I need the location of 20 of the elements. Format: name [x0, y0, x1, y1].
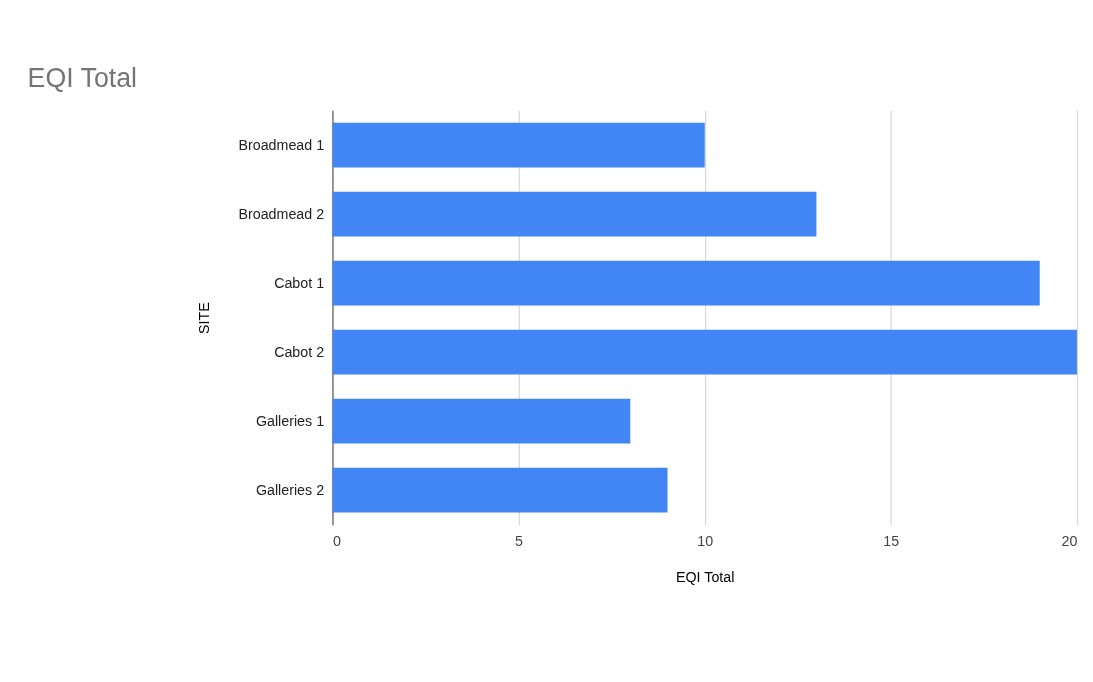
x-tick-label: 10 — [697, 532, 714, 549]
bar — [332, 260, 1040, 306]
x-tick-label: 20 — [1061, 532, 1078, 549]
text: EQI Total — [27, 63, 138, 94]
bar — [332, 191, 817, 237]
x-tick-label: 15 — [883, 532, 900, 549]
y-tick-label: Galleries 2 — [255, 481, 325, 498]
bar — [332, 122, 705, 168]
x-axis-title: EQI Total — [676, 569, 735, 586]
x-tick-label: 0 — [332, 532, 341, 549]
y-tick-label: Cabot 1 — [274, 274, 325, 291]
y-axis-title: SITE — [196, 302, 213, 334]
y-tick-label: Galleries 1 — [255, 412, 325, 429]
bar — [332, 398, 631, 444]
x-tick-label: 5 — [515, 532, 524, 549]
y-tick-label: Broadmead 2 — [238, 205, 325, 222]
bar — [332, 467, 668, 513]
bar — [332, 329, 1077, 375]
y-tick-label: Cabot 2 — [274, 343, 325, 360]
y-tick-label: Broadmead 1 — [238, 136, 325, 153]
